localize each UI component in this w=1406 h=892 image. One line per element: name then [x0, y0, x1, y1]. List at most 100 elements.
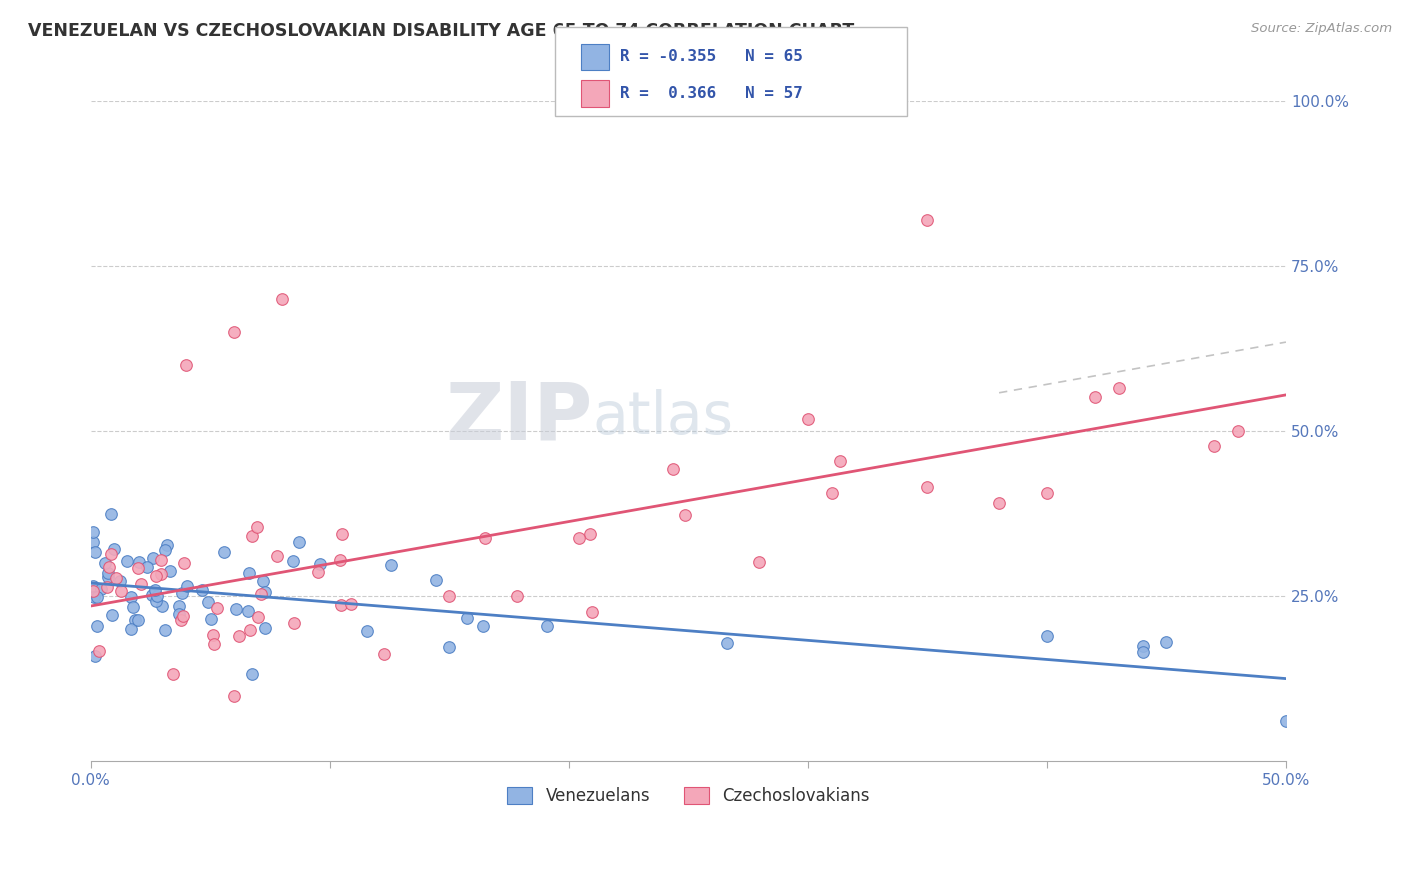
- Point: [821, 485, 844, 500]
- Point: [145, 568, 167, 582]
- Point: [96, 580, 118, 594]
- Point: [162, 667, 184, 681]
- Point: [252, 574, 274, 589]
- Point: [94, 556, 117, 570]
- Point: [1156, 635, 1178, 649]
- Point: [474, 531, 496, 545]
- Point: [201, 628, 224, 642]
- Point: [89, 644, 111, 658]
- Point: [150, 566, 173, 581]
- Point: [240, 666, 263, 681]
- Point: [425, 573, 447, 587]
- Point: [159, 564, 181, 578]
- Text: atlas: atlas: [593, 390, 734, 447]
- Point: [673, 508, 696, 522]
- Point: [356, 624, 378, 638]
- Point: [917, 213, 939, 227]
- Point: [1275, 714, 1298, 729]
- Point: [716, 635, 738, 649]
- Point: [150, 552, 173, 566]
- Point: [506, 590, 529, 604]
- Point: [239, 623, 262, 637]
- Point: [82, 535, 104, 549]
- Point: [240, 529, 263, 543]
- Point: [225, 601, 247, 615]
- Point: [120, 590, 142, 604]
- Point: [1227, 424, 1250, 438]
- Point: [207, 600, 229, 615]
- Point: [115, 553, 138, 567]
- Point: [1132, 645, 1154, 659]
- Point: [83, 545, 105, 559]
- Point: [128, 555, 150, 569]
- Point: [266, 549, 288, 564]
- Point: [82, 525, 104, 540]
- Point: [129, 577, 152, 591]
- Text: R = -0.355   N = 65: R = -0.355 N = 65: [620, 49, 803, 64]
- Point: [86, 619, 108, 633]
- Point: [83, 648, 105, 663]
- Point: [82, 579, 104, 593]
- Point: [222, 325, 245, 339]
- Point: [1132, 639, 1154, 653]
- Point: [100, 547, 122, 561]
- Point: [253, 585, 276, 599]
- Point: [124, 613, 146, 627]
- Point: [437, 590, 460, 604]
- Point: [202, 637, 225, 651]
- Point: [173, 557, 195, 571]
- Text: R =  0.366   N = 57: R = 0.366 N = 57: [620, 87, 803, 102]
- Point: [439, 640, 461, 654]
- Point: [103, 542, 125, 557]
- Point: [121, 623, 143, 637]
- Point: [1204, 439, 1226, 453]
- Point: [197, 595, 219, 609]
- Point: [145, 593, 167, 607]
- Point: [329, 552, 352, 566]
- Point: [97, 566, 120, 580]
- Point: [122, 599, 145, 614]
- Point: [127, 613, 149, 627]
- Point: [170, 613, 193, 627]
- Point: [97, 570, 120, 584]
- Point: [150, 599, 173, 614]
- Point: [127, 560, 149, 574]
- Legend: Venezuelans, Czechoslovakians: Venezuelans, Czechoslovakians: [501, 780, 876, 812]
- Point: [662, 462, 685, 476]
- Point: [579, 527, 602, 541]
- Point: [797, 412, 820, 426]
- Point: [228, 628, 250, 642]
- Text: VENEZUELAN VS CZECHOSLOVAKIAN DISABILITY AGE 65 TO 74 CORRELATION CHART: VENEZUELAN VS CZECHOSLOVAKIAN DISABILITY…: [28, 22, 855, 40]
- Point: [748, 555, 770, 569]
- Point: [270, 292, 292, 306]
- Point: [100, 608, 122, 623]
- Point: [1084, 390, 1107, 404]
- Point: [174, 358, 197, 372]
- Text: Source: ZipAtlas.com: Source: ZipAtlas.com: [1251, 22, 1392, 36]
- Point: [212, 545, 235, 559]
- Point: [246, 520, 269, 534]
- Point: [283, 615, 305, 630]
- Point: [456, 611, 478, 625]
- Point: [288, 534, 311, 549]
- Point: [83, 590, 105, 604]
- Point: [90, 582, 112, 596]
- Point: [330, 527, 353, 541]
- Point: [167, 607, 190, 622]
- Point: [155, 542, 177, 557]
- Point: [135, 560, 157, 574]
- Point: [153, 623, 176, 637]
- Point: [568, 531, 591, 545]
- Point: [167, 599, 190, 614]
- Point: [98, 560, 121, 574]
- Point: [536, 618, 558, 632]
- Text: ZIP: ZIP: [446, 379, 593, 457]
- Point: [373, 647, 395, 661]
- Point: [472, 619, 495, 633]
- Point: [110, 584, 132, 599]
- Point: [308, 557, 330, 571]
- Point: [172, 608, 194, 623]
- Point: [340, 597, 363, 611]
- Point: [86, 590, 108, 604]
- Point: [141, 588, 163, 602]
